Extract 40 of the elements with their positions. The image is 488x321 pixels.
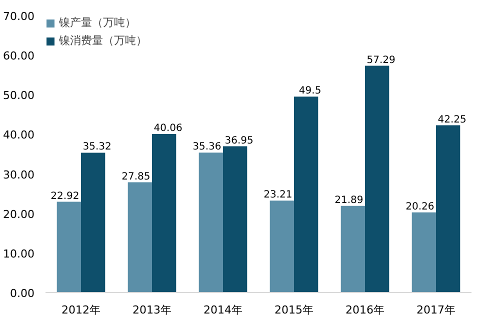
data-label: 42.25: [438, 114, 466, 126]
bar: [294, 96, 318, 292]
x-tick-label: 2012年: [62, 304, 101, 316]
y-tick-label: 60.00: [3, 50, 35, 63]
y-tick-label: 20.00: [3, 208, 35, 221]
bar: [412, 212, 436, 292]
legend-label: 镍产量（万吨）: [59, 15, 136, 30]
x-tick-label: 2013年: [132, 304, 172, 316]
x-tick-label: 2014年: [204, 304, 243, 316]
y-tick-label: 50.00: [3, 89, 35, 102]
data-label: 35.32: [82, 142, 112, 153]
data-label: 40.06: [154, 122, 182, 134]
data-label: 23.21: [264, 190, 292, 201]
data-label: 20.26: [406, 201, 434, 212]
bar: [223, 146, 248, 292]
bar: [198, 152, 223, 292]
bar: [81, 152, 106, 292]
y-tick-label: 10.00: [3, 247, 35, 260]
x-tick-label: 2016年: [346, 304, 385, 316]
legend-label: 镍消费量（万吨）: [59, 33, 147, 48]
data-label: 22.92: [50, 190, 80, 202]
bar: [56, 202, 81, 292]
data-label: 49.5: [298, 86, 322, 97]
data-label: 57.29: [366, 54, 396, 66]
x-tick-label: 2017年: [416, 304, 456, 316]
data-label: 27.85: [122, 171, 150, 182]
data-label: 35.36: [192, 142, 222, 153]
y-tick-label: 0.00: [10, 287, 35, 300]
bar: [340, 206, 365, 292]
bar: [152, 134, 176, 292]
y-tick-label: 70.00: [3, 10, 35, 23]
data-label: 36.95: [224, 135, 254, 146]
data-label: 21.89: [334, 194, 364, 206]
bar: [436, 125, 460, 292]
bar: [128, 182, 152, 292]
y-tick-label: 30.00: [3, 168, 35, 182]
y-tick-label: 40.00: [3, 128, 35, 142]
bar: [270, 200, 294, 292]
x-tick-label: 2015年: [274, 304, 314, 316]
bar: [365, 66, 390, 292]
